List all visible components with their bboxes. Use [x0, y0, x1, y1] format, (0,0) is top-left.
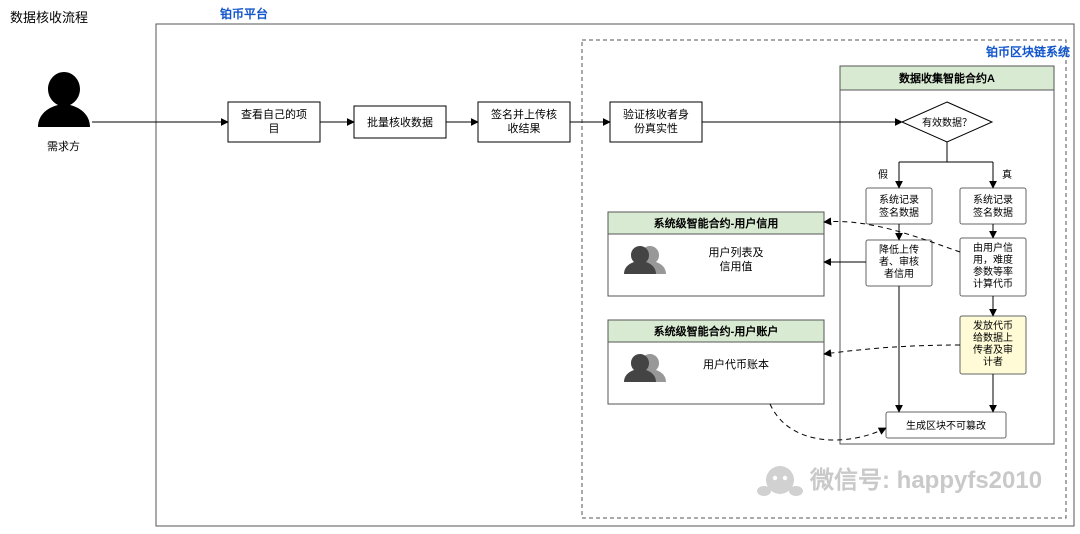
svg-text:计者: 计者: [983, 355, 1003, 368]
dash-tb3-account: [824, 345, 960, 354]
svg-text:用，难度: 用，难度: [973, 253, 1013, 266]
actor-label: 需求方: [47, 139, 80, 153]
svg-text:用户代币账本: 用户代币账本: [703, 357, 769, 371]
svg-text:签名并上传核: 签名并上传核: [491, 107, 557, 121]
credit-contract: 系统级智能合约-用户信用 用户列表及 信用值: [608, 212, 824, 296]
dash-account-final: [770, 404, 886, 440]
group-icon-2: [624, 354, 666, 382]
svg-text:查看自己的项: 查看自己的项: [241, 107, 307, 121]
true-label: 真: [1002, 168, 1012, 181]
true-b1: 系统记录 签名数据: [960, 188, 1026, 224]
svg-text:发放代币: 发放代币: [973, 319, 1013, 332]
false-b2: 降低上传 者、审核 者信用: [866, 240, 932, 286]
blockchain-label: 铂币区块链系统: [986, 44, 1070, 59]
svg-text:目: 目: [269, 123, 280, 135]
flowchart-diagram: 数据核收流程 需求方 铂币平台 铂币区块链系统 查看自己的项 目 批量核收数据 …: [0, 0, 1080, 534]
decision-valid-data: 有效数据？: [902, 102, 992, 142]
svg-text:由用户信: 由用户信: [973, 241, 1013, 254]
watermark: 微信号: happyfs2010: [757, 466, 1042, 496]
svg-text:签名数据: 签名数据: [973, 206, 1013, 219]
svg-text:传者及审: 传者及审: [973, 343, 1013, 356]
svg-text:降低上传: 降低上传: [879, 243, 919, 256]
step-batch-review: 批量核收数据: [354, 106, 446, 138]
step-verify-identity: 验证核收者身 份真实性: [610, 102, 702, 142]
platform-label: 铂币平台: [220, 6, 268, 21]
svg-text:系统记录: 系统记录: [879, 193, 919, 206]
true-b3: 发放代币 给数据上 传者及审 计者: [960, 316, 1026, 374]
svg-text:收结果: 收结果: [508, 121, 541, 135]
svg-text:计算代币: 计算代币: [973, 277, 1013, 290]
false-label: 假: [878, 168, 888, 181]
svg-text:有效数据？: 有效数据？: [922, 116, 972, 129]
svg-text:微信号: happyfs2010: 微信号: happyfs2010: [809, 466, 1042, 494]
svg-text:验证核收者身: 验证核收者身: [623, 107, 689, 121]
svg-text:者、审核: 者、审核: [879, 255, 919, 268]
svg-text:参数等率: 参数等率: [973, 265, 1013, 278]
svg-text:用户列表及: 用户列表及: [709, 245, 764, 259]
svg-text:给数据上: 给数据上: [973, 331, 1013, 344]
svg-text:系统记录: 系统记录: [973, 193, 1013, 206]
step-view-project: 查看自己的项 目: [228, 102, 320, 142]
group-icon: [624, 246, 666, 274]
diagram-title: 数据核收流程: [10, 10, 88, 25]
svg-text:系统级智能合约-用户账户: 系统级智能合约-用户账户: [654, 324, 779, 338]
svg-text:系统级智能合约-用户信用: 系统级智能合约-用户信用: [654, 216, 779, 230]
svg-text:生成区块不可篡改: 生成区块不可篡改: [906, 419, 986, 432]
svg-text:者信用: 者信用: [884, 268, 914, 280]
svg-text:数据收集智能合约A: 数据收集智能合约A: [899, 71, 995, 85]
final-block: 生成区块不可篡改: [886, 412, 1006, 438]
step-sign-upload: 签名并上传核 收结果: [478, 102, 570, 142]
svg-text:签名数据: 签名数据: [879, 206, 919, 219]
svg-text:批量核收数据: 批量核收数据: [367, 115, 433, 129]
account-contract: 系统级智能合约-用户账户 用户代币账本: [608, 320, 824, 404]
true-b2: 由用户信 用，难度 参数等率 计算代币: [960, 238, 1026, 296]
svg-text:信用值: 信用值: [720, 260, 753, 273]
platform-container: [156, 24, 1074, 526]
actor-user: [38, 72, 90, 127]
false-b1: 系统记录 签名数据: [866, 188, 932, 224]
svg-text:份真实性: 份真实性: [634, 121, 678, 135]
